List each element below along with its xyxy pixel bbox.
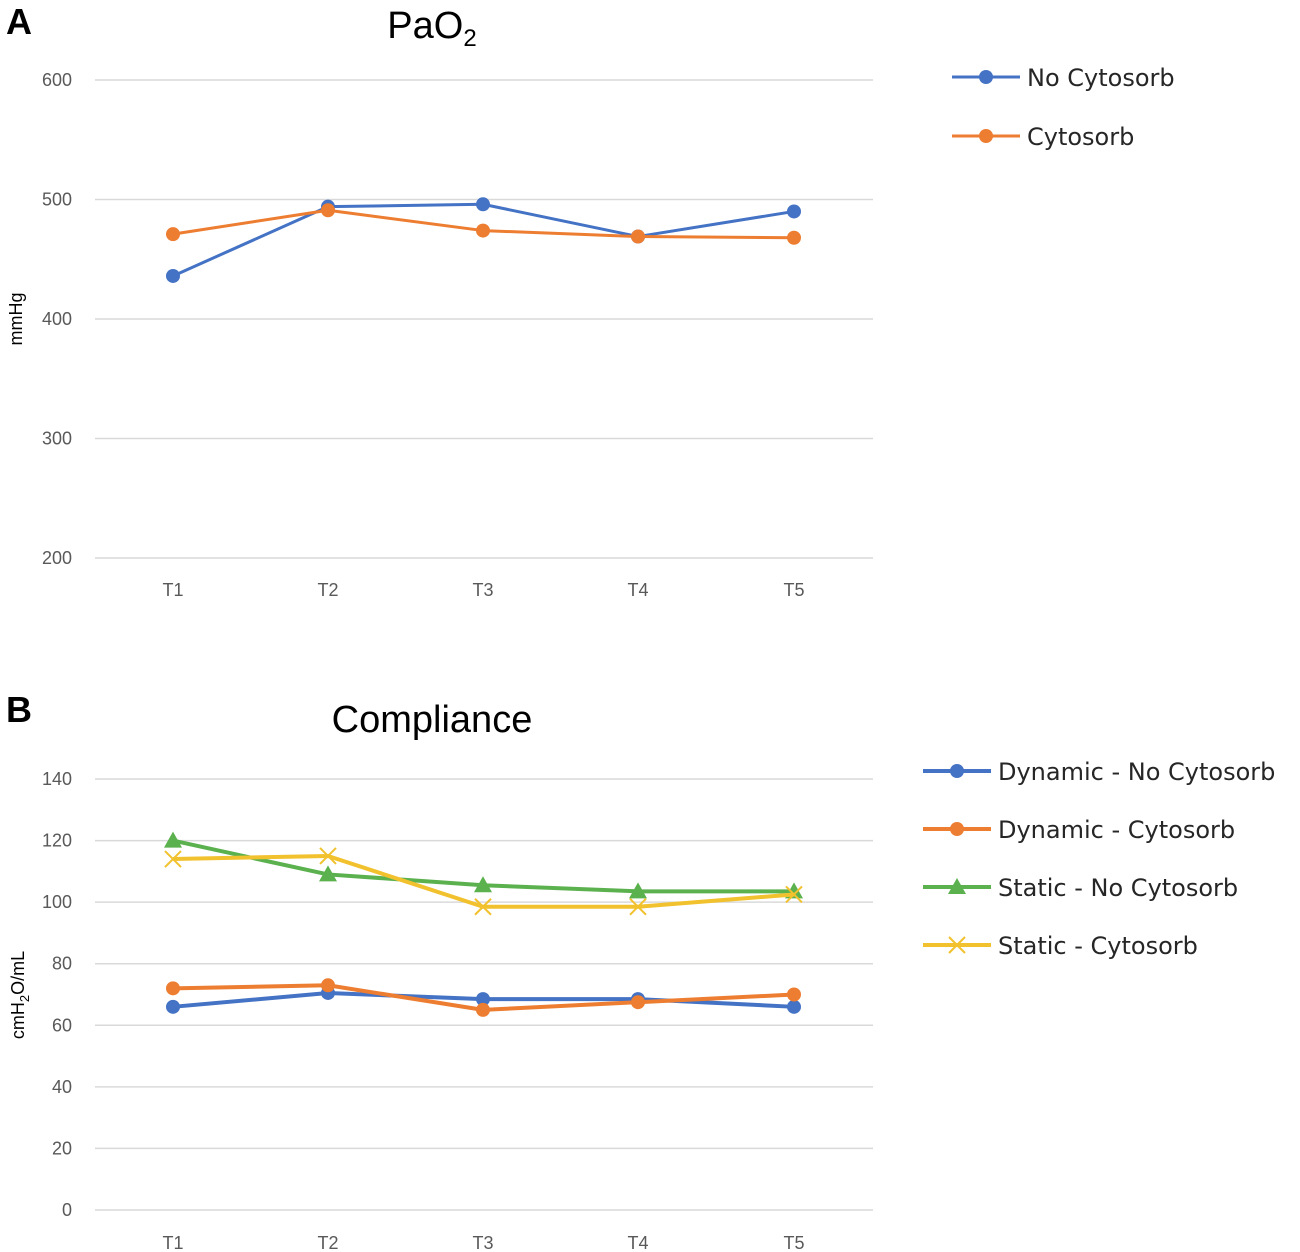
- panel-b-chart: B Compliance cmH2O/mL 0 20 40 60 80 100 120 140 T1 T…: [6, 689, 1275, 1252]
- series-dynamic-no-cytosorb: [166, 985, 801, 1014]
- data-point: [629, 882, 647, 899]
- data-point: [319, 865, 337, 882]
- x-tick-label: T2: [317, 1233, 338, 1252]
- chart-title: Compliance: [332, 699, 533, 741]
- y-tick-label: 200: [42, 548, 72, 568]
- data-point: [166, 227, 180, 242]
- x-tick-label: T1: [162, 580, 183, 600]
- data-point: [166, 999, 180, 1014]
- x-tick-label: T3: [472, 580, 493, 600]
- y-tick-label: 500: [42, 190, 72, 210]
- legend-marker: [979, 70, 993, 84]
- series-line: [172, 202, 795, 278]
- series-dynamic-cytosorb: [166, 978, 801, 1017]
- y-tick-label: 60: [52, 1015, 72, 1035]
- panel-label: A: [6, 1, 32, 42]
- legend-label: Dynamic - No Cytosorb: [998, 758, 1275, 786]
- data-point: [321, 203, 335, 218]
- data-point: [474, 898, 492, 916]
- legend-marker: [979, 129, 993, 143]
- y-tick-label: 20: [52, 1138, 72, 1158]
- y-tick-label: 120: [42, 831, 72, 851]
- series-static-cytosorb: [164, 847, 803, 916]
- data-point: [319, 847, 337, 865]
- data-point: [476, 992, 490, 1007]
- y-tick-label: 0: [62, 1200, 72, 1220]
- y-axis-label: cmH2O/mL: [8, 951, 32, 1039]
- data-point: [166, 268, 180, 283]
- legend-marker: [950, 822, 964, 836]
- panel-label: B: [6, 689, 32, 730]
- data-point: [476, 1002, 490, 1017]
- data-point: [164, 831, 182, 848]
- legend-label: Static - Cytosorb: [998, 932, 1198, 960]
- y-tick-label: 100: [42, 892, 72, 912]
- legend-item: Dynamic - Cytosorb: [923, 816, 1235, 844]
- data-point: [476, 223, 490, 238]
- y-tick-label: 600: [42, 70, 72, 90]
- legend-label: Static - No Cytosorb: [998, 874, 1238, 902]
- data-point: [166, 981, 180, 996]
- data-point: [787, 230, 801, 245]
- data-point: [787, 204, 801, 219]
- legend-item: No Cytosorb: [952, 64, 1175, 92]
- legend-label: Cytosorb: [1027, 123, 1134, 151]
- y-tick-label: 140: [42, 769, 72, 789]
- x-tick-label: T1: [162, 1233, 183, 1252]
- data-point: [785, 885, 803, 904]
- legend-marker: [950, 764, 964, 778]
- legend-marker: [948, 878, 966, 894]
- x-tick-label: T4: [627, 1233, 648, 1252]
- x-tick-label: T3: [472, 1233, 493, 1252]
- series-static-no-cytosorb: [164, 831, 803, 899]
- chart-title: PaO2: [387, 5, 476, 52]
- data-point: [787, 999, 801, 1014]
- data-point: [321, 978, 335, 993]
- data-point: [787, 987, 801, 1002]
- x-tick-label: T2: [317, 580, 338, 600]
- y-tick-label: 300: [42, 429, 72, 449]
- legend-label: No Cytosorb: [1027, 64, 1175, 92]
- y-axis-label: mmHg: [6, 293, 26, 346]
- x-tick-label: T5: [783, 1233, 804, 1252]
- legend-marker: [948, 936, 966, 954]
- data-point: [474, 876, 492, 893]
- panel-a-chart: A PaO2 mmHg 200 300 400 500 600 T1 T2 T3 T4 T5 No Cyt…: [6, 1, 1175, 600]
- data-point: [476, 197, 490, 212]
- x-tick-label: T5: [783, 580, 804, 600]
- legend-label: Dynamic - Cytosorb: [998, 816, 1235, 844]
- series-cytosorb: [166, 203, 801, 245]
- data-point: [631, 229, 645, 244]
- legend-item: Dynamic - No Cytosorb: [923, 758, 1275, 786]
- legend-item: Cytosorb: [952, 123, 1134, 151]
- series-no-cytosorb: [166, 197, 801, 283]
- y-tick-label: 400: [42, 309, 72, 329]
- y-tick-label: 80: [52, 954, 72, 974]
- y-tick-label: 40: [52, 1077, 72, 1097]
- legend-item: Static - Cytosorb: [923, 932, 1198, 960]
- data-point: [164, 850, 182, 868]
- data-point: [631, 995, 645, 1010]
- legend-item: Static - No Cytosorb: [923, 874, 1238, 902]
- x-tick-label: T4: [627, 580, 648, 600]
- data-point: [629, 898, 647, 916]
